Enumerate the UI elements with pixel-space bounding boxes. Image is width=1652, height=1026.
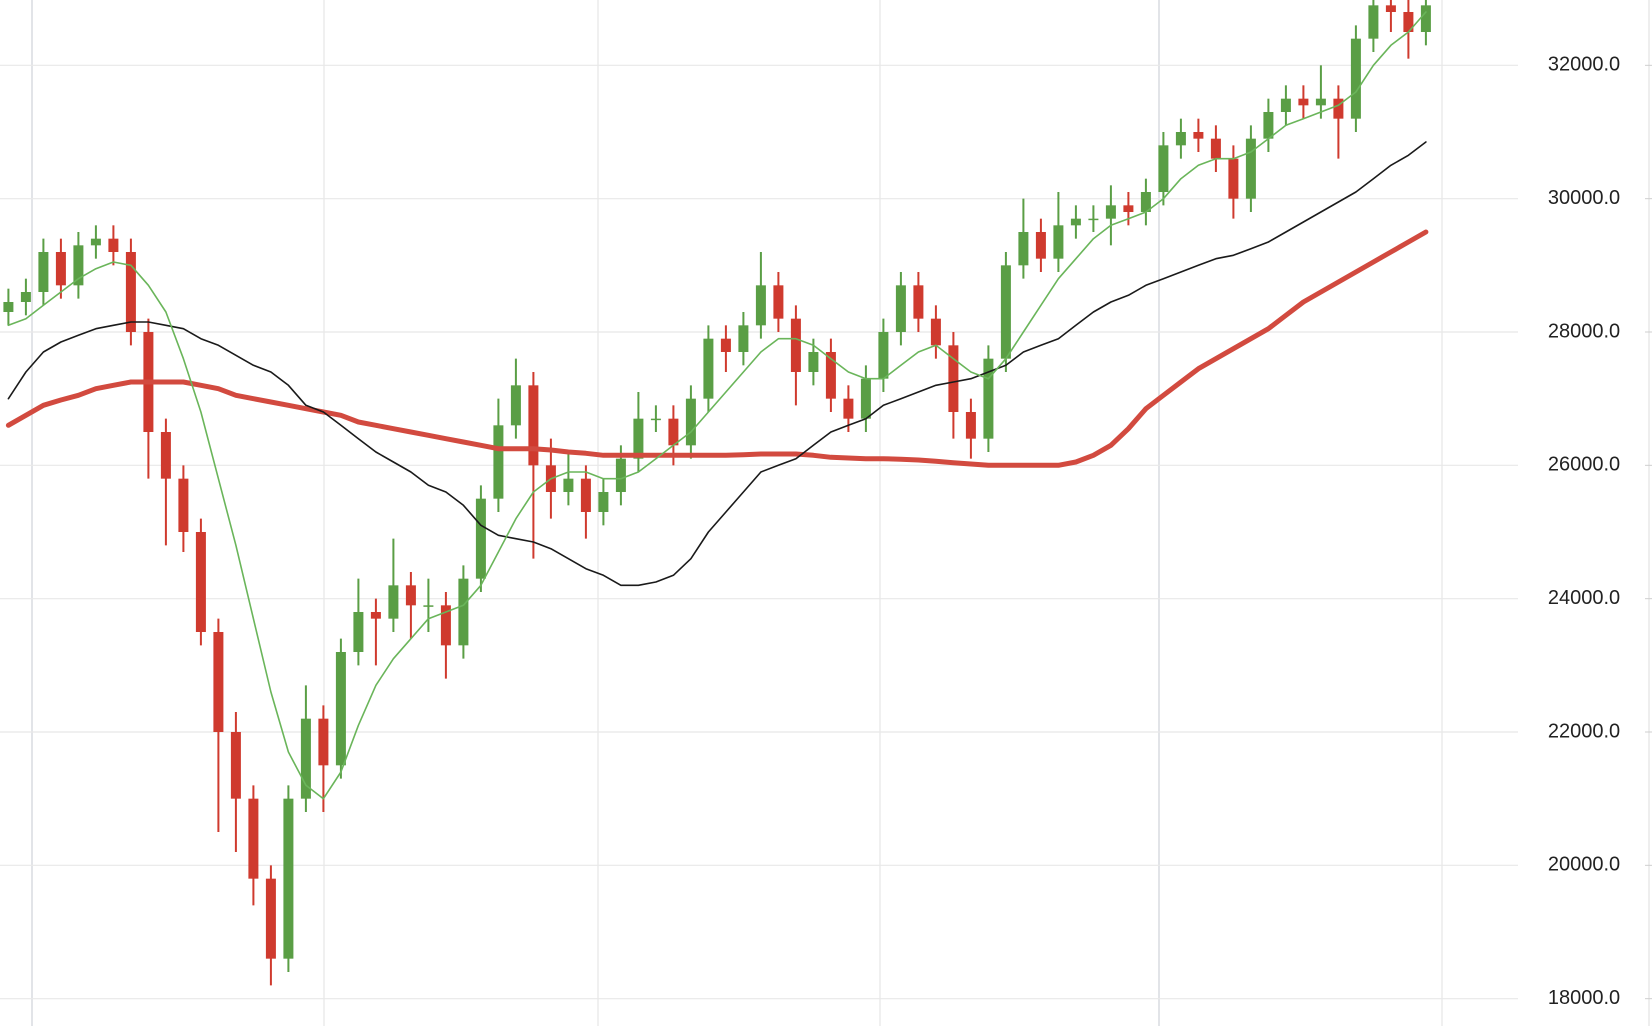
candle-body [405, 585, 416, 606]
candle-body [440, 605, 451, 646]
moving-average-line [7, 11, 1427, 800]
candle-body [860, 378, 871, 419]
candle-body [895, 285, 906, 332]
candle-body [493, 425, 504, 499]
candles [3, 0, 1431, 986]
candle-body [650, 418, 661, 421]
candle-body [825, 352, 836, 399]
candle-body [20, 292, 31, 302]
candle-body [790, 318, 801, 372]
candle-body [353, 612, 364, 652]
grid [0, 64, 1518, 1000]
candle-body [1245, 138, 1256, 199]
y-tick-label: 28000.0 [1548, 320, 1620, 342]
candle-body [195, 532, 206, 632]
candle-body [563, 478, 574, 492]
candle-body [248, 798, 259, 879]
candle-body [1403, 12, 1414, 32]
candle-body [55, 252, 66, 286]
candle-body [458, 578, 469, 646]
candle-body [878, 332, 889, 379]
candle-body [615, 458, 626, 492]
candle-body [423, 605, 434, 607]
candle-body [1123, 205, 1134, 212]
candle-body [108, 238, 119, 252]
candle-body [1088, 218, 1099, 221]
candle-body [633, 418, 644, 459]
candle-body [125, 252, 136, 332]
candle-body [965, 412, 976, 439]
candle-body [930, 318, 941, 346]
candle-body [1070, 218, 1081, 226]
candle-body [1175, 132, 1186, 146]
candle-body [1280, 98, 1291, 112]
candle-body [1368, 5, 1379, 39]
candle-body [1140, 192, 1151, 212]
candle-body [685, 398, 696, 446]
candle-body [1018, 232, 1029, 266]
y-tick-label: 20000.0 [1548, 854, 1620, 876]
candle-body [1228, 158, 1239, 199]
candle-body [720, 338, 731, 352]
candle-body [265, 878, 276, 959]
candle-body [73, 245, 84, 286]
candle-body [580, 478, 591, 512]
candle-body [335, 652, 346, 766]
candle-body [1000, 265, 1011, 359]
candle-body [1385, 5, 1396, 12]
candle-body [983, 358, 994, 439]
y-tick-label: 24000.0 [1548, 587, 1620, 609]
candle-body [808, 352, 819, 372]
candle-body [1315, 98, 1326, 106]
candle-body [738, 325, 749, 352]
candle-body [1035, 232, 1046, 259]
candle-body [300, 718, 311, 799]
candle-body [1298, 98, 1309, 106]
candle-body [213, 632, 224, 732]
candle-body [318, 718, 329, 766]
moving-average-line [5, 229, 1429, 468]
candle-body [90, 238, 101, 246]
candle-body [230, 732, 241, 799]
candle-body [3, 302, 14, 312]
y-tick-label: 26000.0 [1548, 454, 1620, 476]
candle-body [703, 338, 714, 399]
candle-body [510, 385, 521, 426]
moving-average-line [7, 141, 1427, 587]
candle-body [160, 432, 171, 479]
candle-body [1105, 205, 1116, 219]
candle-body [913, 285, 924, 319]
candle-body [370, 612, 381, 619]
candle-body [1158, 145, 1169, 192]
candle-body [528, 385, 539, 466]
candle-body [598, 492, 609, 512]
candle-body [475, 498, 486, 579]
candle-body [1350, 38, 1361, 119]
candle-body [38, 252, 49, 292]
y-tick-label: 22000.0 [1548, 720, 1620, 742]
candle-body [755, 285, 766, 326]
candle-body [283, 798, 294, 959]
candle-body [1333, 98, 1344, 119]
candle-body [1053, 225, 1064, 259]
y-axis: 18000.0 20000.0 22000.0 24000.0 26000.0 28000… [1548, 54, 1652, 1009]
moving-averages [5, 11, 1429, 800]
candle-body [178, 478, 189, 532]
candle-body [843, 398, 854, 419]
candle-body [668, 418, 679, 446]
candle-body [1263, 112, 1274, 139]
candle-body [948, 345, 959, 412]
y-tick-label: 18000.0 [1548, 987, 1620, 1009]
candle-body [1210, 138, 1221, 159]
vertical-grid [31, 0, 1443, 1026]
candle-body [1193, 132, 1204, 139]
candle-body [1420, 5, 1431, 32]
candle-body [388, 585, 399, 619]
y-tick-label: 32000.0 [1548, 54, 1620, 76]
candle-body [773, 285, 784, 319]
y-tick-label: 30000.0 [1548, 187, 1620, 209]
